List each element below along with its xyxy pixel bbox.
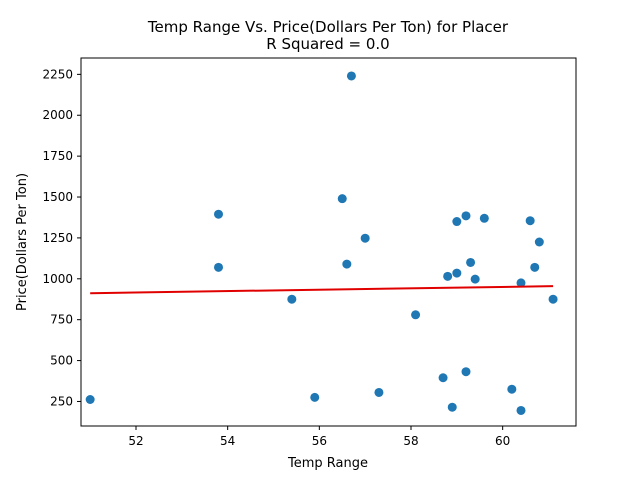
- y-tick-label: 1000: [42, 272, 73, 286]
- x-axis-label: Temp Range: [287, 456, 368, 471]
- data-point: [461, 367, 471, 377]
- data-point: [374, 387, 384, 397]
- data-point: [214, 209, 223, 219]
- plot-area: [85, 71, 558, 415]
- data-point: [310, 392, 320, 402]
- data-point: [470, 274, 480, 284]
- x-tick-label: 56: [312, 434, 327, 448]
- x-tick-label: 60: [495, 434, 510, 448]
- data-point: [452, 268, 462, 278]
- data-point: [337, 194, 347, 204]
- y-tick-label: 2000: [42, 108, 73, 122]
- y-tick-label: 250: [50, 394, 73, 408]
- data-point: [530, 262, 540, 272]
- chart-subtitle: R Squared = 0.0: [266, 35, 389, 53]
- data-point: [548, 294, 558, 304]
- axis-ticks: 52 54 56 58 60 250 500 750 1000 1250 1500 1750 2000 2…: [42, 67, 510, 448]
- data-point: [287, 294, 297, 304]
- data-point: [346, 71, 356, 81]
- data-point: [214, 262, 223, 272]
- y-tick-label: 1750: [42, 149, 73, 163]
- y-tick-label: 500: [50, 354, 73, 368]
- y-tick-label: 2250: [42, 67, 73, 81]
- data-point: [516, 405, 526, 415]
- y-tick-label: 1250: [42, 231, 73, 245]
- data-point: [447, 402, 457, 412]
- data-point: [443, 271, 453, 281]
- data-point: [466, 257, 476, 267]
- y-tick-label: 1500: [42, 190, 73, 204]
- data-point: [461, 211, 471, 221]
- x-tick-label: 52: [128, 434, 143, 448]
- data-point: [525, 216, 535, 226]
- x-tick-label: 54: [220, 434, 235, 448]
- chart-title: Temp Range Vs. Price(Dollars Per Ton) fo…: [147, 18, 509, 36]
- data-point: [534, 237, 544, 247]
- data-point: [438, 373, 448, 383]
- data-point: [342, 259, 352, 269]
- y-axis-label: Price(Dollars Per Ton): [15, 173, 30, 311]
- data-point: [85, 395, 95, 404]
- data-point: [516, 278, 526, 288]
- data-point: [411, 310, 421, 320]
- data-point: [360, 233, 370, 243]
- axes-frame: [80, 57, 577, 427]
- data-point: [479, 213, 489, 223]
- y-tick-label: 750: [50, 313, 73, 327]
- trend-line: [90, 285, 554, 295]
- data-point: [507, 384, 517, 394]
- data-point: [452, 217, 462, 227]
- x-tick-label: 58: [403, 434, 418, 448]
